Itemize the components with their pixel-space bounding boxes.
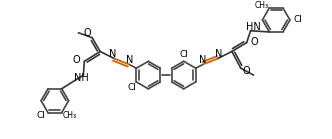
Text: N: N [126, 55, 133, 65]
Text: O: O [251, 37, 258, 47]
Text: N: N [199, 55, 206, 65]
Text: CH₃: CH₃ [62, 111, 77, 120]
Text: NH: NH [74, 73, 89, 83]
Text: Cl: Cl [293, 14, 302, 23]
Text: HN: HN [246, 22, 261, 32]
Text: O: O [243, 66, 250, 76]
Text: N: N [109, 49, 117, 59]
Text: O: O [84, 28, 91, 38]
Text: Cl: Cl [127, 83, 136, 92]
Text: Cl: Cl [179, 50, 188, 59]
Text: CH₃: CH₃ [254, 1, 269, 10]
Text: N: N [215, 49, 223, 59]
Text: Cl: Cl [37, 111, 45, 120]
Text: O: O [73, 55, 80, 65]
